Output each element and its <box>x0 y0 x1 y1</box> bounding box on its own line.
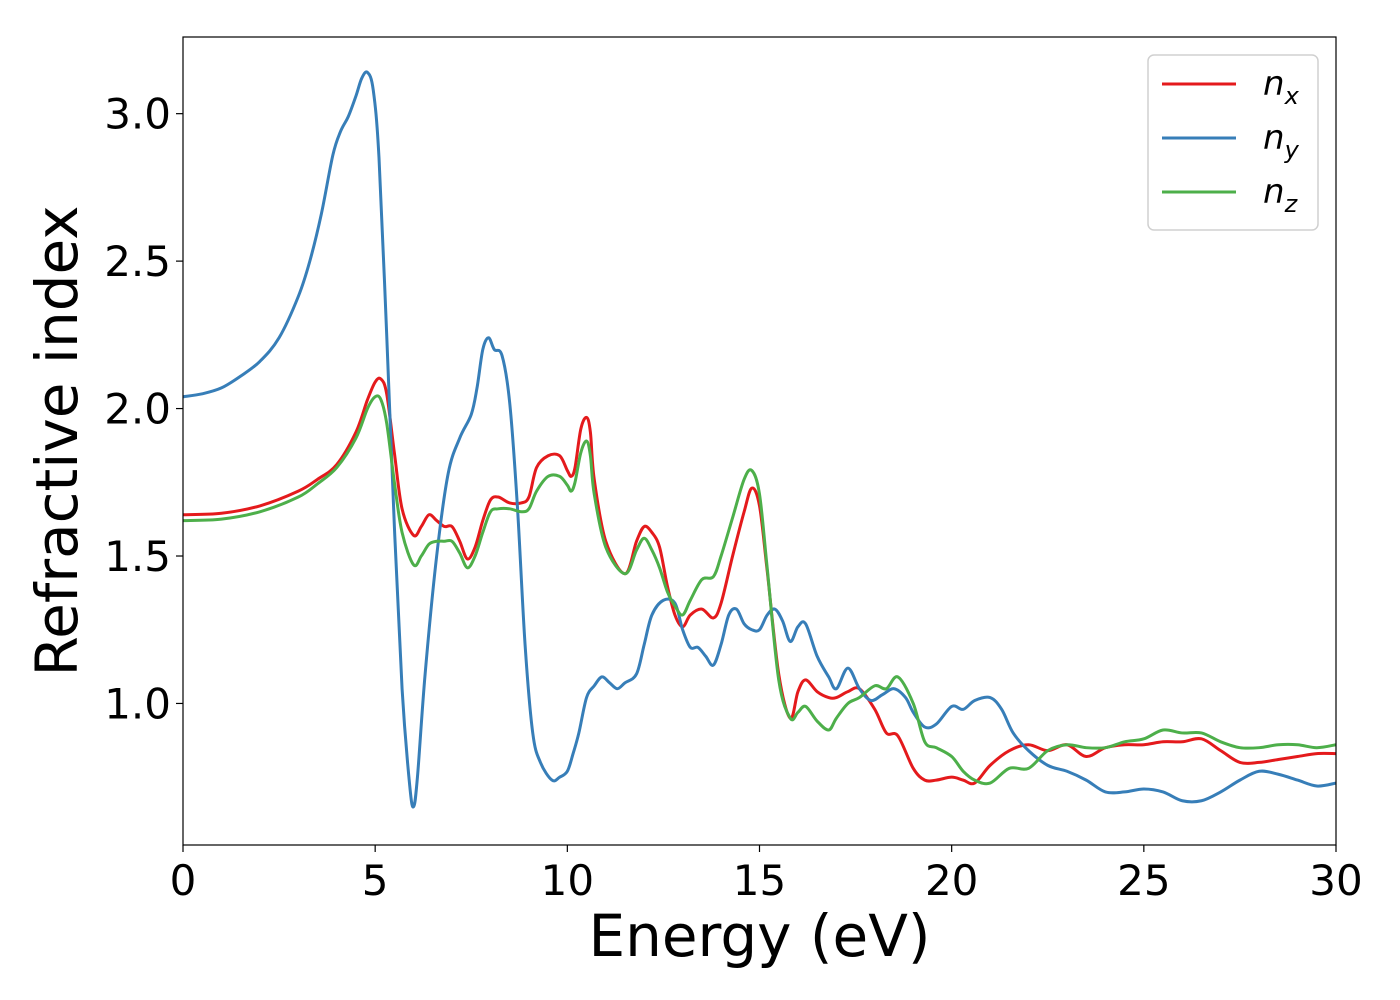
x-tick-label: 20 <box>925 856 978 905</box>
ticks-layer: 0 5 10 15 20 25 30 1.0 1.5 2.0 2.5 3.0 <box>104 90 1363 905</box>
legend-frame <box>1147 54 1319 231</box>
x-tick-label: 0 <box>170 856 197 905</box>
x-tick-label: 10 <box>541 856 594 905</box>
y-tick-label: 1.0 <box>104 679 171 728</box>
legend-label-x: nx <box>1263 64 1300 110</box>
x-tick-label: 25 <box>1117 856 1170 905</box>
y-tick-label: 2.5 <box>104 237 171 286</box>
series-line-x <box>183 376 1336 786</box>
series-layer <box>183 70 1336 809</box>
x-tick-label: 15 <box>733 856 786 905</box>
x-tick-label: 5 <box>362 856 389 905</box>
series-line-z <box>183 394 1336 786</box>
x-tick-label: 30 <box>1309 856 1362 905</box>
y-tick-label: 1.5 <box>104 532 171 581</box>
legend: nx ny nz <box>1147 54 1319 231</box>
legend-label-z: nz <box>1263 172 1299 218</box>
legend-label-y: ny <box>1263 118 1300 164</box>
x-axis-title: Energy (eV) <box>588 902 930 970</box>
y-tick-label: 2.0 <box>104 385 171 434</box>
series-line-y <box>183 70 1336 809</box>
y-tick-label: 3.0 <box>104 90 171 139</box>
y-axis-title: Refractive index <box>23 205 91 676</box>
